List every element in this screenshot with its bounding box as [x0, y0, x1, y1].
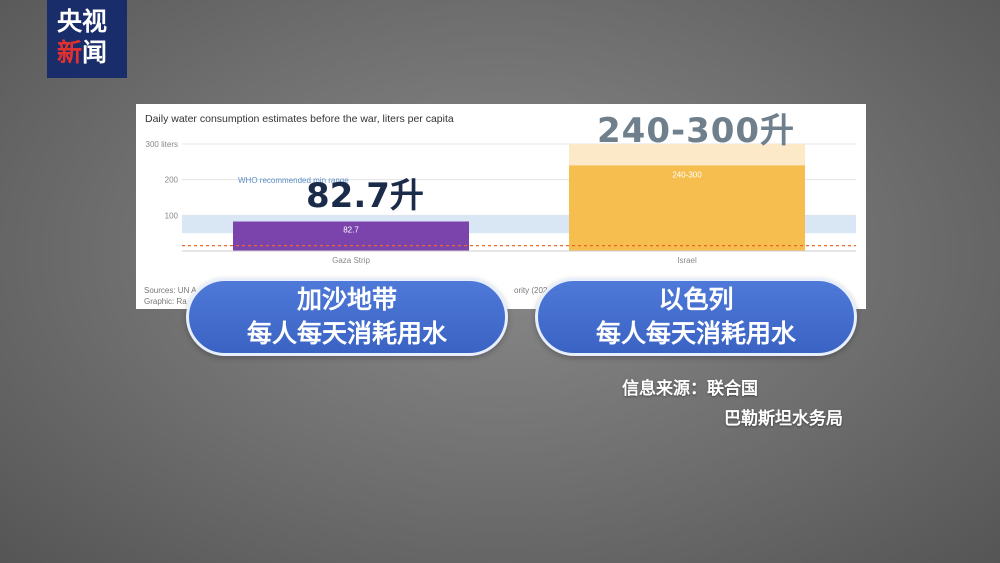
- data-label-israel: 240-300: [672, 170, 702, 179]
- sources-text-cont: ority (2021 G: [514, 286, 561, 295]
- y-tick-label: 100: [165, 211, 179, 220]
- y-tick-label: 300 liters: [146, 140, 178, 149]
- gaza-caption-pill: 加沙地带 每人每天消耗用水: [186, 278, 508, 356]
- chart-panel: Daily water consumption estimates before…: [136, 104, 866, 309]
- x-category-label: Israel: [677, 256, 697, 265]
- sources-text: Sources: UN A: [144, 286, 197, 295]
- gaza-pill-line2: 每人每天消耗用水: [246, 319, 447, 348]
- logo-red-char: 新: [57, 38, 83, 67]
- israel-value-overlay: 240-300升: [597, 111, 796, 151]
- gaza-value-overlay: 82.7升: [306, 176, 424, 216]
- logo-line2: 新闻: [57, 37, 127, 68]
- graphic-credit: Graphic: Ra: [144, 297, 187, 306]
- source-note-line1: 信息来源：联合国: [622, 379, 758, 399]
- source-note-line2: 巴勒斯坦水务局: [724, 409, 843, 429]
- y-tick-label: 200: [165, 176, 179, 185]
- israel-pill-line1: 以色列: [658, 285, 734, 314]
- bar-israel-range: [569, 144, 805, 166]
- data-label-gaza: 82.7: [343, 226, 359, 235]
- israel-pill-line2: 每人每天消耗用水: [595, 319, 796, 348]
- x-category-label: Gaza Strip: [332, 256, 370, 265]
- israel-caption-pill: 以色列 每人每天消耗用水: [535, 278, 857, 356]
- gaza-pill-line1: 加沙地带: [296, 285, 397, 314]
- logo-line1: 央视: [57, 7, 108, 36]
- bar-chart: 300 liters 200 100 WHO recommended min rang…: [146, 140, 856, 265]
- logo-char: 闻: [82, 38, 108, 67]
- who-label: WHO recommended min range: [238, 176, 349, 185]
- bar-israel: [569, 165, 805, 251]
- chart-title: Daily water consumption estimates before…: [145, 113, 454, 125]
- cctv-news-logo: 央视 新闻: [47, 0, 127, 78]
